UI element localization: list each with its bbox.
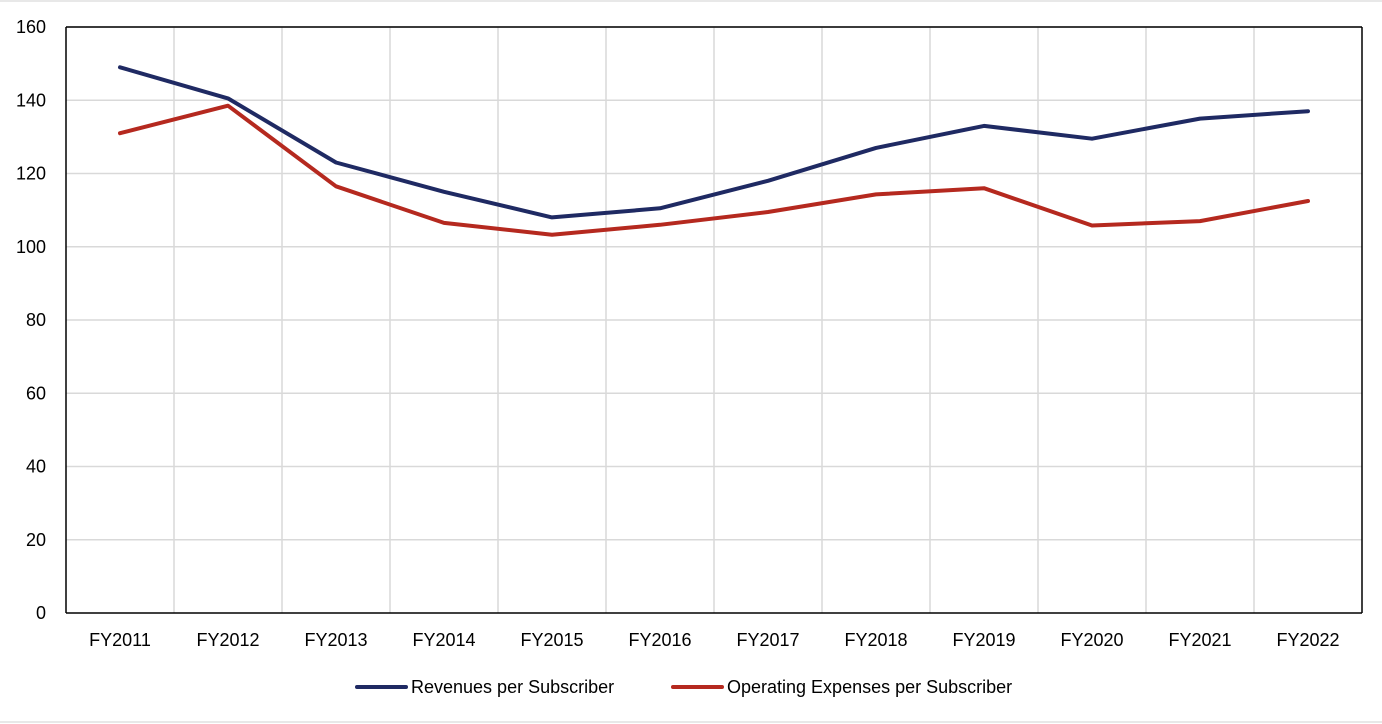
x-tick-label: FY2018 xyxy=(844,630,907,650)
y-tick-label: 100 xyxy=(16,237,46,257)
series-layer xyxy=(118,65,1310,237)
y-tick-label: 60 xyxy=(26,383,46,403)
x-tick-label: FY2021 xyxy=(1168,630,1231,650)
x-tick-label: FY2019 xyxy=(952,630,1015,650)
y-tick-label: 20 xyxy=(26,530,46,550)
y-tick-label: 80 xyxy=(26,310,46,330)
x-tick-label: FY2015 xyxy=(520,630,583,650)
x-tick-label: FY2012 xyxy=(196,630,259,650)
x-tick-label: FY2020 xyxy=(1060,630,1123,650)
x-tick-label: FY2016 xyxy=(628,630,691,650)
series-line-revenues xyxy=(118,65,1310,220)
legend-label-revenues: Revenues per Subscriber xyxy=(411,677,614,697)
y-tick-label: 120 xyxy=(16,164,46,184)
x-tick-label: FY2022 xyxy=(1276,630,1339,650)
x-tick-label: FY2017 xyxy=(736,630,799,650)
x-tick-label: FY2011 xyxy=(89,630,151,650)
legend-label-operating-expenses: Operating Expenses per Subscriber xyxy=(727,677,1012,697)
x-tick-label: FY2013 xyxy=(304,630,367,650)
y-tick-label: 0 xyxy=(36,603,46,623)
series-line-operating-expenses xyxy=(118,103,1310,237)
x-tick-label: FY2014 xyxy=(412,630,475,650)
legend: Revenues per Subscriber Operating Expense… xyxy=(355,677,1012,697)
y-tick-label: 160 xyxy=(16,17,46,37)
y-tick-label: 140 xyxy=(16,90,46,110)
y-tick-label: 40 xyxy=(26,457,46,477)
axis-layer: 0 20 40 60 80 100 120 140 160 FY2011 FY2012 FY2013 F… xyxy=(16,17,1363,650)
